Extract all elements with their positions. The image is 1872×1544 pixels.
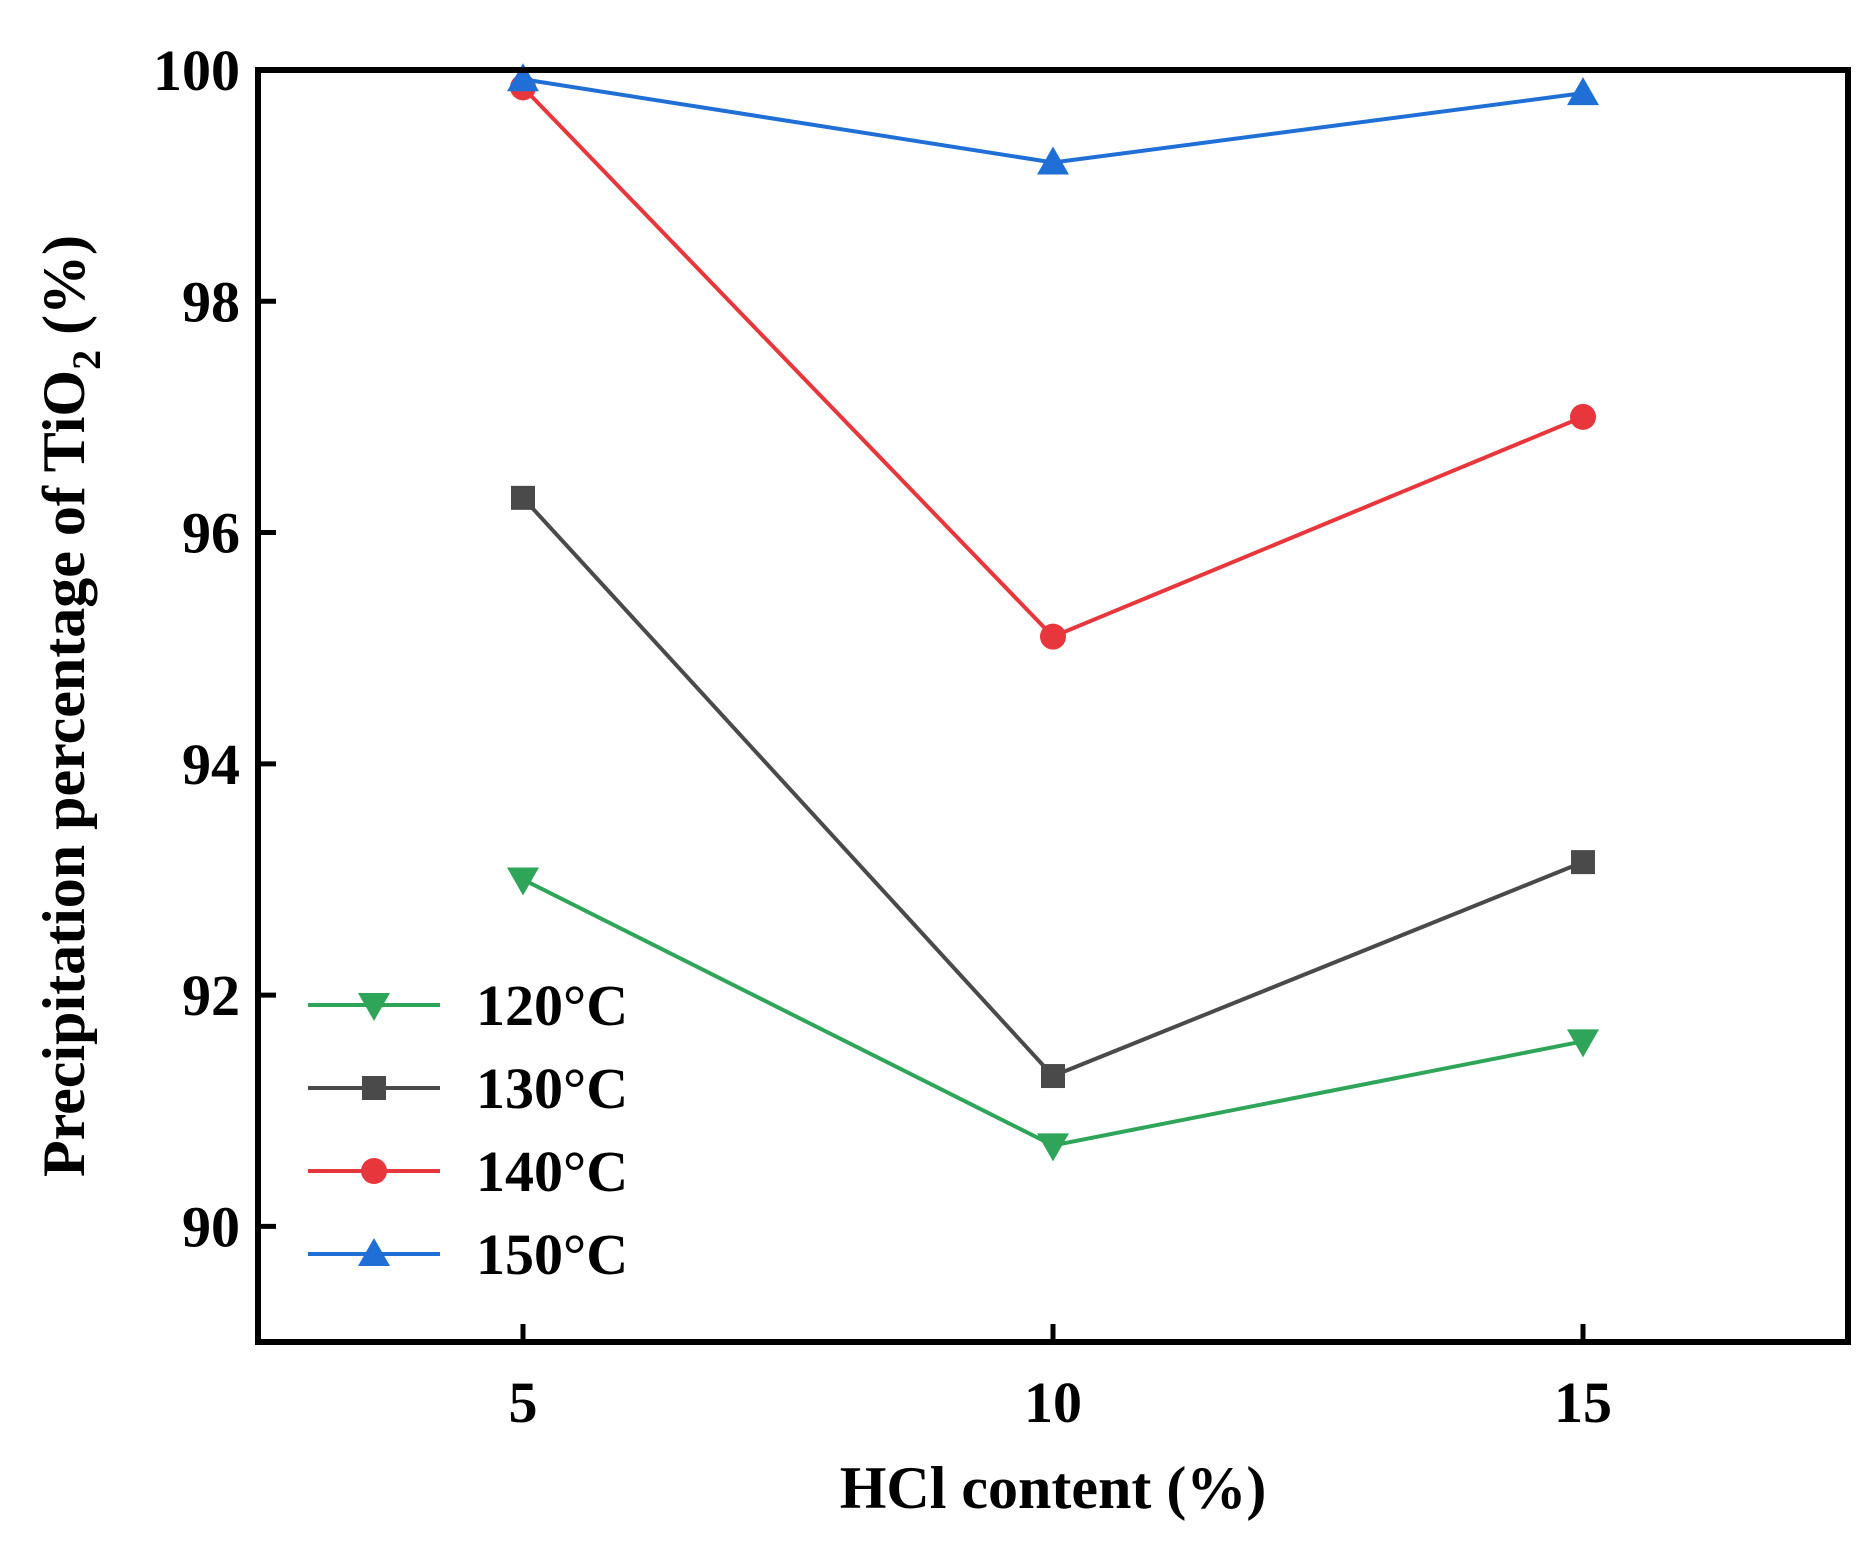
axes-group: 90 92 94 96 98 100 5 10 15 bbox=[153, 38, 1612, 1435]
y-axis-title-main: Precipitation percentage of TiO bbox=[31, 370, 97, 1177]
data-point-130C-x15 bbox=[1571, 850, 1595, 875]
series-120C bbox=[507, 867, 1599, 1162]
y-tick-label-92: 92 bbox=[182, 963, 240, 1028]
y-tick-label-100: 100 bbox=[153, 38, 240, 103]
x-tick-label-10: 10 bbox=[1024, 1370, 1082, 1435]
legend-marker-140C bbox=[361, 1158, 387, 1184]
data-point-130C-x10 bbox=[1041, 1064, 1065, 1089]
legend: 120°C 130°C 140°C 150°C bbox=[308, 973, 628, 1287]
data-point-150C-x15 bbox=[1567, 77, 1599, 106]
series-line-130C bbox=[521, 496, 1584, 1079]
data-point-140C-x15 bbox=[1570, 403, 1596, 430]
x-axis-title: HCl content (%) bbox=[840, 1455, 1267, 1521]
data-point-120C-x10 bbox=[1037, 1133, 1069, 1162]
legend-label-130C: 130°C bbox=[476, 1056, 628, 1121]
series-130C bbox=[511, 485, 1595, 1089]
legend-marker-150C bbox=[358, 1238, 390, 1266]
legend-marker-120C bbox=[358, 993, 390, 1021]
y-tick-label-98: 98 bbox=[182, 269, 240, 334]
data-point-150C-x5 bbox=[507, 63, 539, 92]
legend-item-140C: 140°C bbox=[308, 1139, 628, 1204]
data-point-140C-x10 bbox=[1040, 623, 1066, 650]
data-point-150C-x10 bbox=[1037, 146, 1069, 175]
x-tick-label-5: 5 bbox=[509, 1370, 538, 1435]
legend-item-120C: 120°C bbox=[308, 973, 628, 1038]
legend-item-150C: 150°C bbox=[308, 1222, 628, 1287]
y-tick-label-90: 90 bbox=[182, 1194, 240, 1259]
series-line-120C bbox=[522, 877, 1584, 1148]
legend-marker-130C bbox=[362, 1076, 386, 1100]
y-axis-title-subscript: 2 bbox=[64, 350, 109, 370]
legend-item-130C: 130°C bbox=[308, 1056, 628, 1121]
y-axis-title-suffix: (%) bbox=[31, 235, 97, 350]
legend-label-150C: 150°C bbox=[476, 1222, 628, 1287]
legend-label-120C: 120°C bbox=[476, 973, 628, 1038]
y-tick-label-96: 96 bbox=[182, 501, 240, 566]
data-point-130C-x5 bbox=[511, 485, 535, 510]
series-group bbox=[507, 63, 1599, 1162]
x-tick-label-15: 15 bbox=[1554, 1370, 1612, 1435]
data-point-120C-x5 bbox=[507, 867, 539, 896]
y-tick-label-94: 94 bbox=[182, 732, 240, 797]
y-axis-title: Precipitation percentage of TiO2 (%) bbox=[31, 235, 109, 1177]
series-150C bbox=[507, 63, 1599, 175]
data-point-120C-x15 bbox=[1567, 1029, 1599, 1058]
legend-label-140C: 140°C bbox=[476, 1139, 628, 1204]
